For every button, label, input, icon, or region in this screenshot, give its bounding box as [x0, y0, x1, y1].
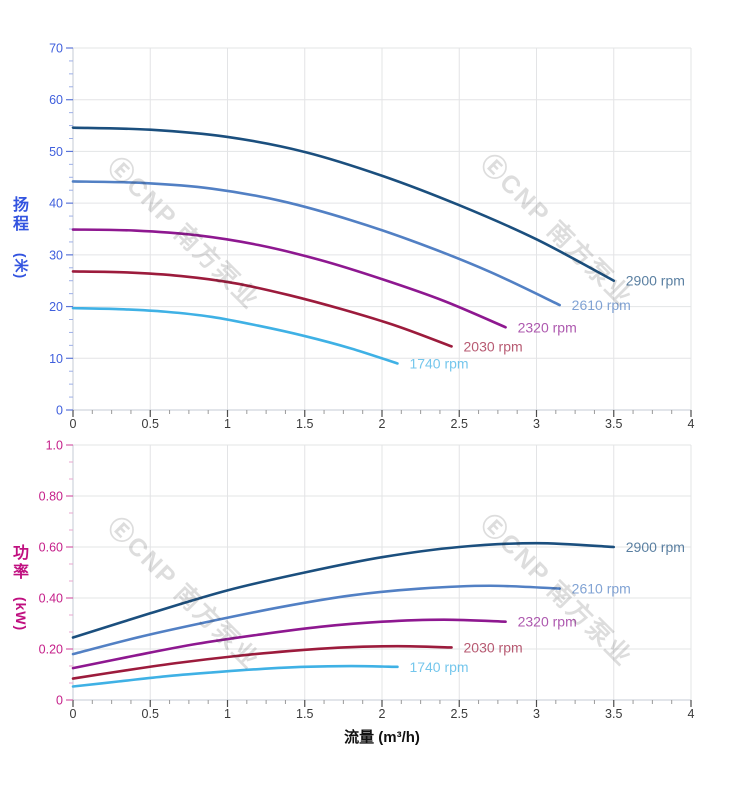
curve-2900-rpm: [71, 126, 616, 283]
curve-1740-rpm: [71, 664, 399, 688]
x-tick-label: 4: [688, 707, 695, 721]
y-tick-label: 70: [49, 42, 63, 56]
series-label-2030-rpm: 2030 rpm: [464, 639, 523, 655]
y-tick-label: 0.40: [39, 592, 63, 606]
y-tick-label: 0.60: [39, 541, 63, 555]
head-axis-unit-wrap: (米): [8, 242, 34, 290]
y-tick-label: 30: [49, 248, 63, 262]
chart-power: 0 0.5 1 1.5 2 2.5 3 3.5 4 0 0.20 0.40 0.60 0.80 1.0 290…: [39, 439, 695, 722]
curve-2900-rpm: [71, 541, 616, 639]
y-tick-label: 50: [49, 145, 63, 159]
curve-1740-rpm: [71, 306, 399, 365]
series-label-2320-rpm: 2320 rpm: [518, 319, 577, 335]
power-axis-unit: (kW): [13, 596, 30, 632]
series-label-2320-rpm: 2320 rpm: [518, 614, 577, 630]
y-tick-label: 0.80: [39, 490, 63, 504]
x-tick-label: 3: [533, 417, 540, 431]
curve-2610-rpm: [71, 180, 561, 307]
curve-2030-rpm: [71, 644, 453, 680]
curve-2030-rpm: [71, 270, 453, 348]
x-tick-label: 4: [688, 417, 695, 431]
head-axis-title: 扬程 (米): [8, 196, 34, 290]
series-label-1740-rpm: 1740 rpm: [409, 355, 468, 371]
x-tick-label: 1: [224, 707, 231, 721]
power-axis-title-text: 功率: [12, 545, 29, 581]
series-label-1740-rpm: 1740 rpm: [409, 659, 468, 675]
x-tick-label: 2: [379, 707, 386, 721]
x-tick-label: 0: [70, 417, 77, 431]
x-tick-label: 0.5: [142, 707, 159, 721]
curve-2320-rpm: [71, 618, 507, 670]
y-tick-label: 0.20: [39, 643, 63, 657]
y-tick-label: 40: [49, 197, 63, 211]
x-tick-label: 3: [533, 707, 540, 721]
series-label-2610-rpm: 2610 rpm: [572, 581, 631, 597]
x-tick-label: 2.5: [451, 417, 468, 431]
series-label-2610-rpm: 2610 rpm: [572, 297, 631, 313]
x-tick-label: 2: [379, 417, 386, 431]
flow-axis-title: 流量 (m³/h): [344, 729, 420, 746]
series-label-2900-rpm: 2900 rpm: [626, 273, 685, 289]
curve-2610-rpm: [71, 584, 561, 656]
x-tick-label: 1: [224, 417, 231, 431]
x-tick-label: 0.5: [142, 417, 159, 431]
head-axis-title-text: 扬程: [12, 197, 29, 233]
head-axis-unit: (米): [13, 252, 30, 280]
y-tick-label: 1.0: [46, 439, 63, 453]
x-tick-label: 3.5: [605, 707, 622, 721]
x-tick-label: 0: [70, 707, 77, 721]
power-axis-title: 功率 (kW): [8, 544, 34, 638]
curve-2320-rpm: [71, 228, 507, 329]
x-tick-label: 1.5: [296, 417, 313, 431]
series-label-2030-rpm: 2030 rpm: [464, 338, 523, 354]
y-tick-label: 0: [56, 404, 63, 418]
y-tick-label: 60: [49, 93, 63, 107]
power-axis-unit-wrap: (kW): [4, 590, 38, 638]
x-tick-label: 3.5: [605, 417, 622, 431]
y-tick-label: 20: [49, 300, 63, 314]
y-tick-label: 0: [56, 694, 63, 708]
series-label-2900-rpm: 2900 rpm: [626, 539, 685, 555]
x-tick-label: 2.5: [451, 707, 468, 721]
y-tick-label: 10: [49, 352, 63, 366]
x-tick-label: 1.5: [296, 707, 313, 721]
